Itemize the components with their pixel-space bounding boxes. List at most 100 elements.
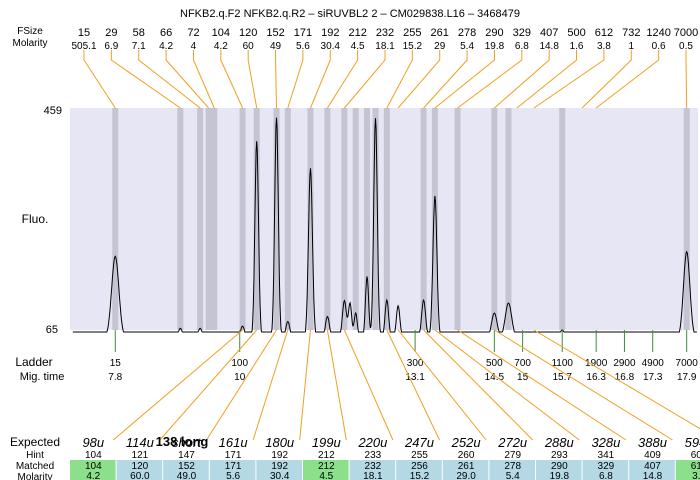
ladder-size: 15 [110,358,122,369]
expected-size: 180u [265,435,294,450]
ladder-time: 17.9 [677,372,697,383]
fragment-band [454,108,461,330]
expected-connector [112,329,243,441]
matched-value: 256 [411,461,428,472]
fluo-label: Fluo. [22,212,49,226]
ladder-size: 1100 [551,358,573,369]
fragment-connector [309,50,331,109]
molarity-value: 4.2 [86,471,100,480]
ladder-size: 2900 [613,358,636,369]
fragment-size-label: 72 [187,27,199,39]
molarity-value: 60.0 [130,471,150,480]
matched-value: 212 [318,461,335,472]
expected-label: Expected [10,435,60,449]
fragment-band [491,108,498,330]
matched-value: 120 [132,461,149,472]
fragment-size-label: 104 [212,27,230,39]
hint-value: 233 [365,450,382,461]
fragment-size-label: 290 [485,27,503,39]
fragment-molarity-label: 49 [270,41,282,52]
fragment-molarity-label: 4 [191,41,197,52]
ladder-label: Ladder [15,355,52,369]
matched-value: 152 [178,461,195,472]
matched-value: 171 [225,461,242,472]
fragment-connector [220,50,244,109]
hint-value: 260 [458,450,475,461]
hint-value: 279 [504,450,521,461]
fragment-band [341,108,348,330]
expected-size: 252u [451,435,481,450]
fragment-molarity-label: 0.5 [679,41,693,52]
expected-connector [457,329,627,441]
fragment-size-label: 500 [567,27,585,39]
fragment-connector [165,50,209,109]
matched-cell [536,460,582,480]
fragment-band [177,108,184,330]
matched-cell [256,460,302,480]
fragment-band [364,108,371,330]
fragment-molarity-label: 30.4 [321,41,341,52]
molarity-value: 3.8 [692,471,700,480]
fsize-label: FSize [17,26,43,37]
molarity-value: 49.0 [177,471,197,480]
matched-value: 261 [458,461,475,472]
matched-cell [163,460,209,480]
molarity-value: 14.8 [643,471,663,480]
expected-size: 161u [219,435,248,450]
fragment-size-label: 255 [403,27,421,39]
expected-size: short [172,435,202,450]
ladder-time: 7.8 [108,372,122,383]
fragment-size-label: 407 [540,27,558,39]
fragment-molarity-label: 19.8 [485,41,505,52]
fragment-size-label: 278 [458,27,476,39]
matched-label: Matched [16,461,54,472]
fragment-band [197,108,204,330]
matched-cell [582,460,629,480]
fragment-size-label: 29 [105,27,117,39]
matched-cell [675,460,700,480]
fragment-band [324,108,331,330]
expected-connector [326,329,347,441]
fragment-molarity-label: 5.6 [296,41,310,52]
molarity-value: 15.2 [410,471,430,480]
fragment-band [239,108,246,330]
fragment-size-label: 232 [376,27,394,39]
expected-connector [423,329,534,441]
fragment-band [372,108,379,330]
fragment-size-label: 58 [133,27,145,39]
fragment-molarity-label: 60 [243,41,255,52]
fragment-band [205,108,212,330]
ladder-time: 16.3 [586,372,606,383]
fragment-connector [397,50,441,109]
expected-size: 288u [544,435,574,450]
fragment-size-label: 192 [321,27,339,39]
fragment-connector [110,50,181,109]
ladder-time: 16.8 [615,372,635,383]
expected-size: 247u [404,435,434,450]
fragment-molarity-label: 1.6 [570,41,584,52]
fragment-band [683,108,690,330]
expected-connector [252,329,289,441]
hint-value: 147 [178,450,195,461]
fragment-connector [685,50,688,109]
fragment-molarity-label: 6.8 [515,41,529,52]
fragment-molarity-label: 505.1 [71,41,96,52]
ladder-ticks [114,330,688,352]
matched-cell [396,460,442,480]
fragment-connector [247,50,258,109]
fragment-size-label: 120 [239,27,257,39]
hint-value: 293 [551,450,568,461]
molarity-value: 4.5 [319,471,333,480]
expected-size: 272u [497,435,527,450]
fragment-band [383,108,390,330]
fragment-connector [386,50,413,109]
matched-cell [489,460,535,480]
matched-value: 407 [644,461,661,472]
chart-title: NFKB2.q.F2 NFKB2.q.R2 – siRUVBL2 2 – CM0… [180,8,520,20]
y-bottom-label: 65 [46,324,58,336]
fragment-size-label: 732 [622,27,640,39]
fragment-connector [581,50,632,109]
expected-connector-lines [112,329,700,441]
expected-table: 98u1041044.2114u12112060.0short14715249.… [70,435,700,480]
expected-connector [159,329,258,441]
